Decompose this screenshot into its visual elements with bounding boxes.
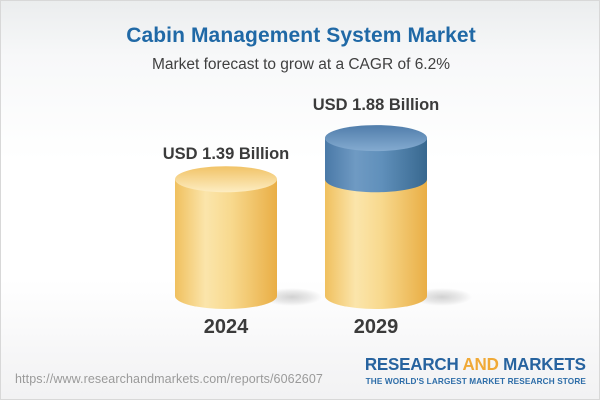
chart-title: Cabin Management System Market <box>126 24 476 47</box>
report-url-text: https://www.researchandmarkets.com/repor… <box>15 372 323 386</box>
cylinder-bars-group <box>175 125 472 309</box>
logo-word-markets: MARKETS <box>503 354 586 374</box>
cylinder-2024-top <box>175 166 277 193</box>
logo-wordmark: RESEARCH AND MARKETS <box>365 354 586 374</box>
x-axis-label-2024: 2024 <box>203 316 249 338</box>
cylinder-2029-base-segment <box>325 179 427 309</box>
bar-value-label-2024: USD 1.39 Billion <box>162 145 290 163</box>
research-and-markets-logo: RESEARCH AND MARKETS THE WORLD'S LARGEST… <box>358 354 586 386</box>
logo-word-and: AND <box>462 354 499 374</box>
bar-value-label-2029: USD 1.88 Billion <box>312 96 440 114</box>
cylinder-2024-body <box>175 179 277 309</box>
logo-tagline: THE WORLD'S LARGEST MARKET RESEARCH STOR… <box>365 376 586 386</box>
cylinder-2029-growth-segment <box>325 138 427 193</box>
cylinder-2029-top <box>325 125 427 152</box>
x-axis-label-2029: 2029 <box>353 316 399 338</box>
chart-subtitle: Market forecast to grow at a CAGR of 6.2… <box>151 56 451 73</box>
logo-word-research: RESEARCH <box>365 354 459 374</box>
